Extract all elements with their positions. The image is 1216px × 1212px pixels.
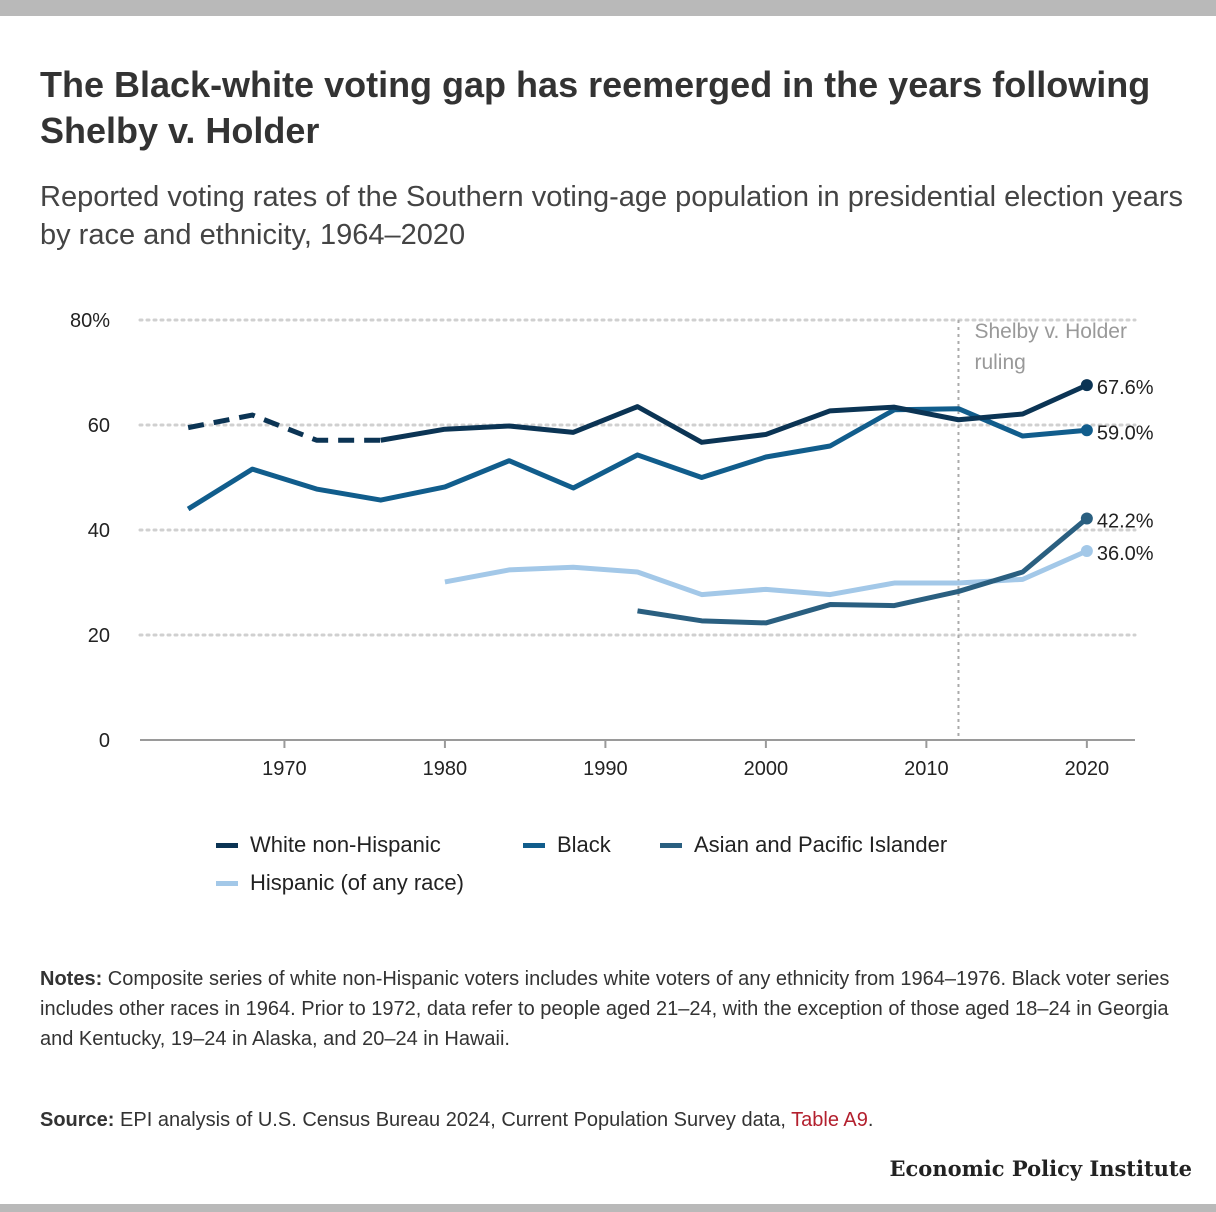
line-chart: 0 20 40 60 80% 1970 1980 1990 2000 2010 2020 Shelb…: [70, 310, 1154, 780]
grid-lines: [138, 318, 1137, 637]
legend-label: Black: [557, 832, 611, 857]
asian-and-pacific-islander-end-point: [1080, 512, 1093, 525]
x-tick-label: 2010: [904, 758, 949, 780]
white-non-hispanic-line-dashed: [187, 412, 381, 443]
legend-label: Asian and Pacific Islander: [694, 832, 948, 857]
x-tick-label: 1990: [583, 758, 628, 780]
annotation-text-line1: Shelby v. Holder: [974, 320, 1127, 343]
hispanic-of-any-race-end-point: [1080, 545, 1093, 557]
hispanic-of-any-race-end-label: 36.0%: [1097, 543, 1154, 565]
y-tick-label: 20: [88, 625, 110, 647]
y-tick-label: 60: [88, 415, 110, 437]
legend-item: Hispanic (of any race): [216, 870, 464, 896]
legend-label: Hispanic (of any race): [250, 870, 464, 895]
source-link[interactable]: Table A9: [791, 1109, 868, 1131]
y-tick-label: 40: [88, 520, 110, 542]
legend-item: Asian and Pacific Islander: [660, 832, 947, 858]
black-end-label: 59.0%: [1097, 422, 1154, 444]
brand-logo: Economic Policy Institute: [889, 1156, 1192, 1181]
white-non-hispanic-line: [380, 382, 1088, 445]
source-label: Source:: [40, 1109, 115, 1131]
legend-item: White non-Hispanic: [216, 832, 441, 858]
annotation-text-line2: ruling: [974, 351, 1025, 374]
notes: Notes: Composite series of white non-His…: [40, 964, 1180, 1054]
legend-swatch: [216, 880, 238, 886]
end-labels: 36.0% 42.2% 59.0% 67.6%: [1080, 377, 1154, 565]
legend-swatch: [660, 842, 682, 848]
y-tick-label: 80%: [70, 310, 110, 332]
notes-label: Notes:: [40, 968, 103, 990]
black-line: [186, 406, 1088, 512]
white-non-hispanic-end-point: [1080, 379, 1093, 392]
legend-label: White non-Hispanic: [250, 832, 441, 857]
asian-and-pacific-islander-line: [637, 516, 1089, 626]
black-end-point: [1080, 424, 1093, 437]
asian-and-pacific-islander-end-label: 42.2%: [1097, 510, 1154, 532]
x-tick-label: 2020: [1065, 758, 1110, 780]
shelby-annotation: Shelby v. Holder ruling: [957, 320, 1127, 740]
top-border: [0, 0, 1216, 16]
legend-item: Black: [523, 832, 611, 858]
source-tail: .: [867, 1109, 874, 1131]
source: Source: EPI analysis of U.S. Census Bure…: [40, 1105, 1180, 1135]
bottom-border: [0, 1204, 1216, 1212]
legend-swatch: [216, 842, 238, 848]
x-tick-label: 2000: [744, 758, 789, 780]
series-lines: [186, 382, 1089, 626]
y-tick-label: 0: [99, 730, 110, 752]
hispanic-of-any-race-line: [444, 548, 1088, 598]
x-tick-label: 1970: [262, 758, 307, 780]
source-text: EPI analysis of U.S. Census Bureau 2024,…: [114, 1109, 792, 1131]
chart-subtitle: Reported voting rates of the Southern vo…: [40, 181, 1184, 251]
x-tick-label: 1980: [423, 758, 468, 780]
notes-text: Composite series of white non-Hispanic v…: [40, 968, 1170, 1050]
white-non-hispanic-end-label: 67.6%: [1097, 377, 1154, 399]
legend-swatch: [523, 842, 545, 848]
chart-title: The Black-white voting gap has reemerged…: [40, 64, 1151, 151]
axes: 0 20 40 60 80% 1970 1980 1990 2000 2010 2020: [70, 310, 1135, 780]
